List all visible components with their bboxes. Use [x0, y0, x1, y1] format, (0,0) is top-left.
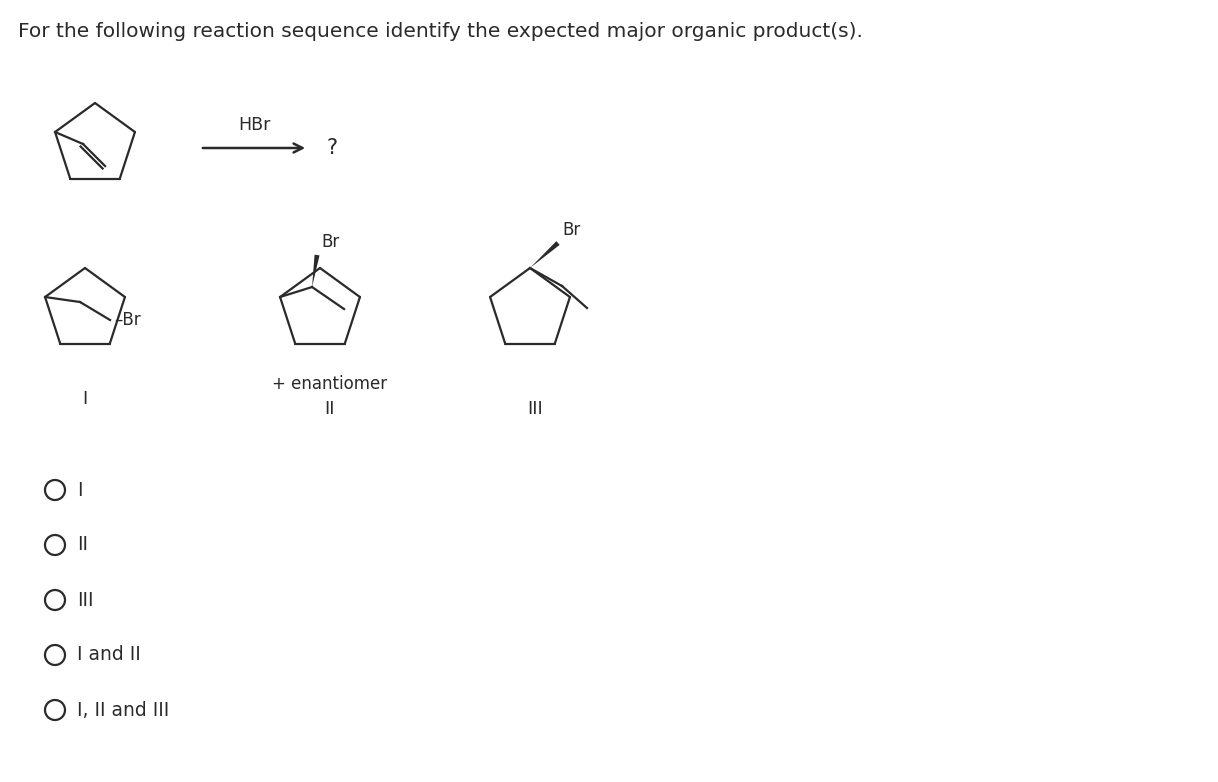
Text: I: I — [83, 390, 88, 408]
Text: + enantiomer: + enantiomer — [273, 375, 387, 393]
Text: I and II: I and II — [77, 645, 141, 665]
Text: I, II and III: I, II and III — [77, 701, 169, 719]
Text: Br: Br — [322, 233, 340, 251]
Text: For the following reaction sequence identify the expected major organic product(: For the following reaction sequence iden… — [18, 22, 862, 41]
Text: ?: ? — [326, 138, 337, 158]
Text: III: III — [527, 400, 543, 418]
Text: I: I — [77, 480, 83, 500]
Text: II: II — [325, 400, 335, 418]
Text: HBr: HBr — [238, 116, 270, 134]
Text: Br: Br — [561, 221, 580, 239]
Polygon shape — [312, 255, 319, 287]
Text: II: II — [77, 536, 88, 554]
Text: III: III — [77, 590, 94, 609]
Text: –Br: –Br — [114, 311, 141, 329]
Polygon shape — [530, 241, 559, 268]
